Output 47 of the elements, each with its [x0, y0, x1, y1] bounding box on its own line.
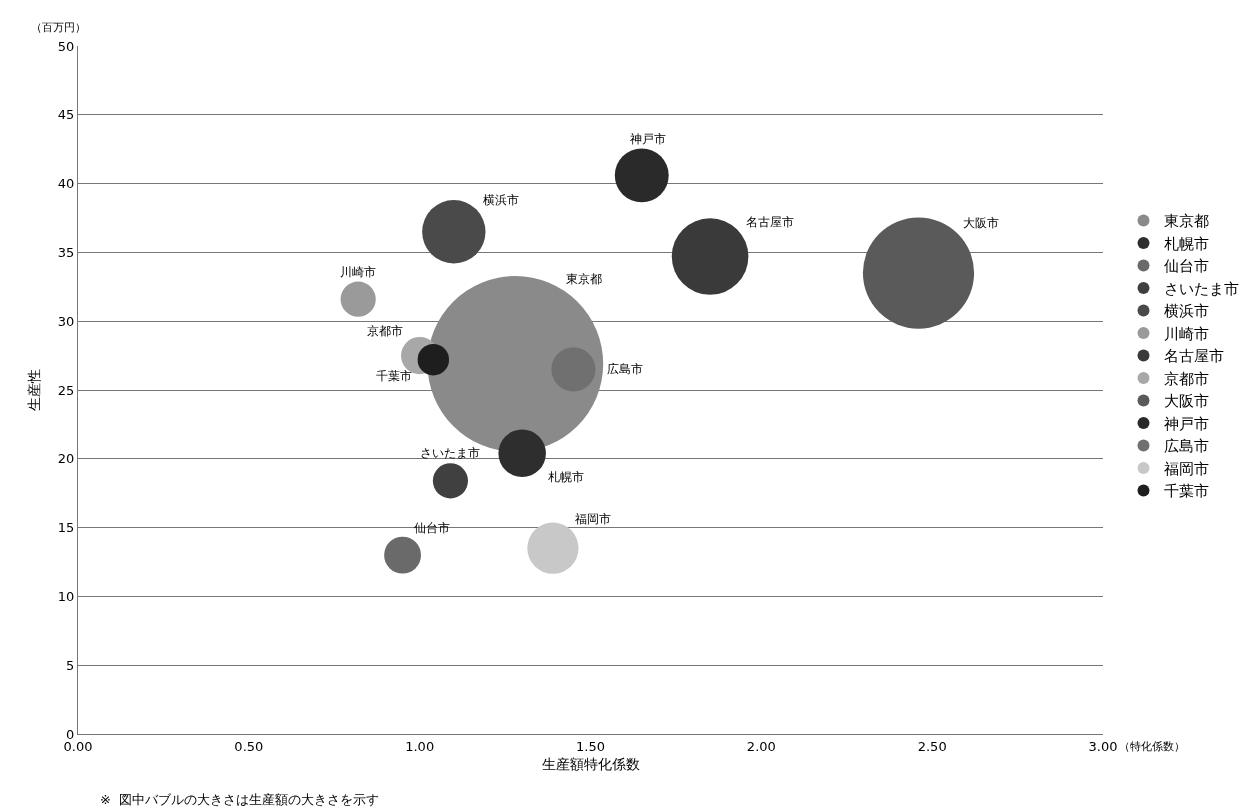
- legend-label: 京都市: [1163, 369, 1209, 388]
- text: 広島市: [607, 362, 643, 376]
- text: 福岡市: [575, 512, 611, 526]
- y-tick-label: 45: [57, 107, 75, 123]
- y-tick-label: 35: [57, 244, 75, 260]
- y-tick-label: 5: [66, 657, 75, 673]
- y-tick-label: 20: [57, 451, 75, 467]
- x-tick-label: 1.50: [576, 738, 605, 754]
- y-tick-label: 15: [57, 520, 75, 536]
- text: （百万円）: [31, 21, 86, 34]
- y-tick-label: 10: [57, 588, 75, 604]
- text: 横浜市: [483, 193, 519, 207]
- text: 京都市: [367, 324, 403, 338]
- text: 札幌市: [548, 470, 584, 484]
- x-tick-label: 2.00: [746, 738, 776, 754]
- text: 千葉市: [376, 369, 412, 383]
- legend-label: 名古屋市: [1163, 347, 1224, 366]
- text: 仙台市: [414, 521, 450, 535]
- x-tick-label: 0.50: [234, 738, 264, 754]
- legend-label: 札幌市: [1163, 234, 1209, 253]
- y-tick-label: 30: [57, 313, 75, 329]
- legend-label: 仙台市: [1163, 257, 1209, 276]
- y-axis-title: 生産性: [26, 369, 43, 411]
- legend-label: 川崎市: [1163, 324, 1209, 343]
- x-axis-title: 生産額特化係数: [541, 755, 640, 772]
- legend-label: 東京都: [1163, 212, 1209, 231]
- x-tick-label: 2.50: [917, 738, 947, 754]
- text: 名古屋市: [746, 215, 794, 229]
- x-tick-label: 1.00: [405, 738, 435, 754]
- legend-label: 横浜市: [1163, 302, 1209, 321]
- y-tick-label: 40: [57, 176, 75, 192]
- legend-label: 福岡市: [1163, 459, 1209, 478]
- legend-label: 千葉市: [1163, 482, 1209, 501]
- y-tick-label: 50: [57, 38, 75, 54]
- legend-label: 神戸市: [1163, 414, 1209, 433]
- legend-label: 大阪市: [1163, 392, 1209, 411]
- text: 東京都: [566, 272, 602, 286]
- legend-label: さいたま市: [1163, 279, 1239, 298]
- y-tick-label: 25: [57, 382, 75, 398]
- text: ※ 図中バブルの大きさは生産額の大きさを示す: [100, 792, 380, 807]
- text: 神戸市: [630, 132, 666, 146]
- text: さいたま市: [420, 446, 480, 460]
- text: 川崎市: [340, 265, 376, 279]
- text: 大阪市: [963, 216, 999, 230]
- x-tick-label: 3.00: [1088, 738, 1118, 754]
- legend-label: 広島市: [1163, 437, 1209, 456]
- text: （特化係数）: [1119, 740, 1185, 753]
